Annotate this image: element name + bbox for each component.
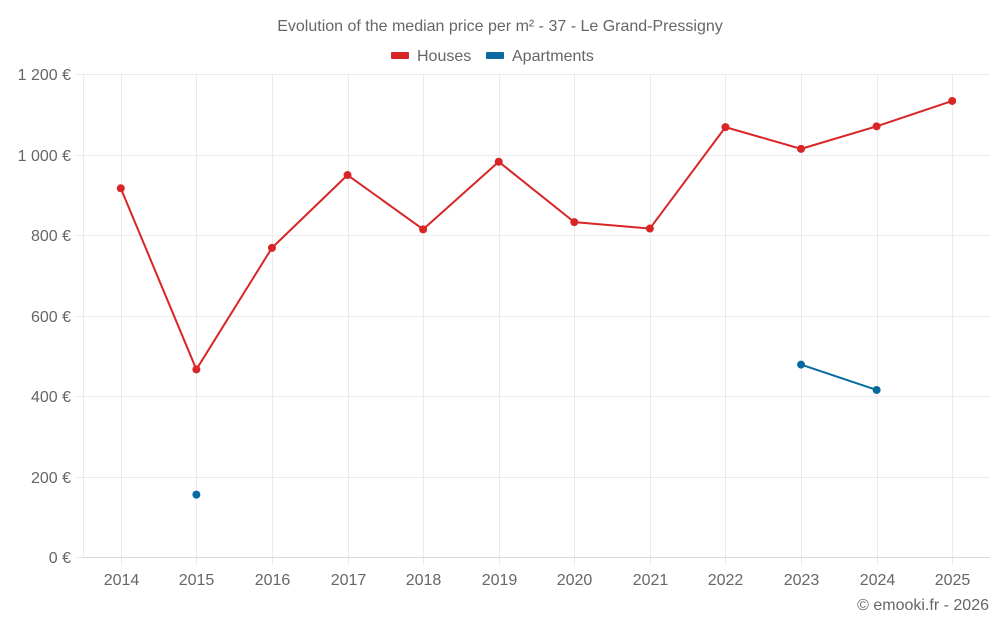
x-tick-label: 2023 xyxy=(784,572,820,589)
y-tick-label: 1 200 € xyxy=(18,67,71,84)
x-tick-label: 2020 xyxy=(557,572,593,589)
data-point-houses[interactable] xyxy=(645,224,654,233)
x-tick-label: 2024 xyxy=(860,572,896,589)
y-tick-label: 1 000 € xyxy=(18,148,71,165)
data-point-houses[interactable] xyxy=(343,171,352,180)
x-tick-label: 2016 xyxy=(255,572,291,589)
series-line-apartments xyxy=(800,363,877,391)
x-tick-label: 2014 xyxy=(104,572,140,589)
data-point-houses[interactable] xyxy=(570,218,579,227)
x-tick-label: 2021 xyxy=(633,572,669,589)
series-apartments xyxy=(192,360,881,499)
data-point-apartments[interactable] xyxy=(797,360,806,369)
axes xyxy=(75,74,990,558)
y-tick-label: 800 € xyxy=(31,228,71,245)
legend-label-houses: Houses xyxy=(417,48,471,65)
data-point-houses[interactable] xyxy=(797,144,806,153)
x-tick-label: 2018 xyxy=(406,572,442,589)
series-houses xyxy=(116,96,957,374)
x-tick-label: 2025 xyxy=(935,572,971,589)
y-tick-label: 600 € xyxy=(31,309,71,326)
data-point-houses[interactable] xyxy=(116,184,125,193)
y-tick-label: 200 € xyxy=(31,470,71,487)
y-grid xyxy=(83,74,990,478)
data-point-houses[interactable] xyxy=(494,157,503,166)
x-tick-label: 2017 xyxy=(331,572,367,589)
x-grid xyxy=(121,74,953,565)
series xyxy=(116,96,957,499)
data-point-houses[interactable] xyxy=(948,96,957,105)
x-tick-label: 2022 xyxy=(708,572,744,589)
y-tick-label: 400 € xyxy=(31,389,71,406)
legend-item-apartments[interactable]: Apartments xyxy=(486,48,594,65)
data-point-houses[interactable] xyxy=(267,243,276,252)
legend-item-houses[interactable]: Houses xyxy=(391,48,471,65)
legend: Houses Apartments xyxy=(391,48,594,65)
series-line-houses xyxy=(119,100,953,371)
legend-swatch-houses xyxy=(391,52,409,59)
chart-title: Evolution of the median price per m² - 3… xyxy=(277,18,723,35)
legend-label-apartments: Apartments xyxy=(512,48,594,65)
data-point-houses[interactable] xyxy=(192,365,201,374)
x-tick-label: 2019 xyxy=(482,572,518,589)
y-axis-labels: 0 € 200 € 400 € 600 € 800 € 1 000 € 1 200 € xyxy=(18,67,71,567)
copyright-footer: © emooki.fr - 2026 xyxy=(857,597,989,614)
data-point-houses[interactable] xyxy=(721,123,730,132)
data-point-apartments[interactable] xyxy=(192,490,201,499)
x-tick-label: 2015 xyxy=(179,572,215,589)
data-point-houses[interactable] xyxy=(419,225,428,234)
data-point-houses[interactable] xyxy=(872,122,881,131)
legend-swatch-apartments xyxy=(486,52,504,59)
x-axis-labels: 2014 2015 2016 2017 2018 2019 2020 2021 2022 2023… xyxy=(104,572,971,589)
y-tick-label: 0 € xyxy=(49,550,71,567)
data-point-apartments[interactable] xyxy=(872,385,881,394)
